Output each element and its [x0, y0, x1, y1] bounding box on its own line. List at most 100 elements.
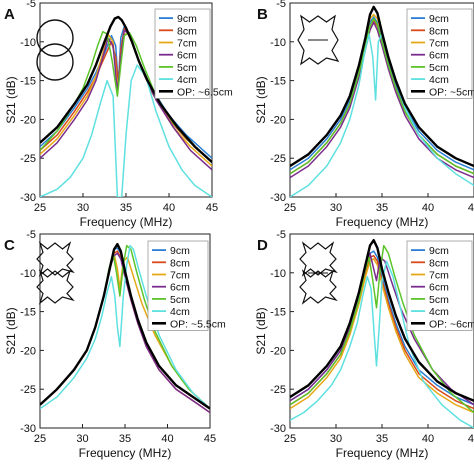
- series-line: [290, 239, 474, 402]
- legend-label: 8cm: [177, 25, 197, 37]
- legend-label: 5cm: [429, 62, 449, 74]
- series-line: [290, 5, 474, 168]
- panel-label: C: [4, 237, 15, 254]
- legend-label: OP: ~5.5cm: [170, 318, 226, 330]
- series-line: [290, 252, 474, 406]
- x-tick-label: 25: [34, 433, 46, 445]
- x-tick-label: 35: [120, 202, 132, 214]
- series-line: [40, 64, 212, 197]
- y-tick-label: -25: [20, 153, 36, 165]
- y-tick-label: -25: [20, 384, 36, 396]
- ring-icon: [36, 19, 74, 57]
- legend-label: 9cm: [429, 245, 449, 257]
- fractal-coil-icon: [299, 269, 338, 305]
- chart-panel-a: 25 30 35 40 45 -30 -25 -20 -15 -10 -5 Frequency (MH…: [4, 0, 233, 229]
- fractal-coil-icon: [36, 241, 75, 277]
- y-tick-label: -15: [20, 307, 36, 319]
- y-tick-label: -5: [276, 229, 286, 241]
- series-group: [290, 239, 474, 428]
- y-tick-label: -30: [270, 423, 286, 435]
- legend-label: 5cm: [170, 294, 190, 306]
- legend-label: OP: ~5cm: [429, 86, 474, 98]
- antenna-inset-icon: [297, 14, 340, 66]
- chart-panel-c: 25 30 35 40 45 -30 -25 -20 -15 -10 -5 Frequency (MH…: [4, 229, 226, 460]
- series-line: [290, 258, 474, 414]
- y-tick-label: -15: [270, 76, 286, 88]
- series-line: [40, 242, 210, 410]
- antenna-inset-icon: [299, 241, 338, 305]
- y-tick-label: -20: [270, 114, 286, 126]
- x-axis-label: Frequency (MHz): [79, 446, 172, 460]
- series-line: [290, 260, 474, 428]
- legend-label: 9cm: [170, 245, 190, 257]
- legend-label: 6cm: [429, 50, 449, 62]
- series-line: [290, 244, 474, 414]
- y-axis-label: S21 (dB): [254, 76, 268, 123]
- y-tick-label: -20: [20, 114, 36, 126]
- legend-label: 7cm: [429, 38, 449, 50]
- y-tick-label: -30: [270, 192, 286, 204]
- x-tick-label: 40: [422, 433, 434, 445]
- legend-label: 7cm: [170, 270, 190, 282]
- y-tick-label: -20: [20, 345, 36, 357]
- x-tick-label: 40: [161, 433, 173, 445]
- series-line: [40, 15, 212, 163]
- legend-box: [154, 8, 211, 99]
- y-tick-label: -5: [26, 0, 36, 10]
- legend-label: 4cm: [177, 74, 197, 86]
- legend-box: [406, 8, 473, 99]
- legend-box: [406, 240, 473, 331]
- legend-label: 6cm: [429, 282, 449, 294]
- panel-label: B: [257, 6, 268, 23]
- y-tick-label: -10: [20, 37, 36, 49]
- x-axis-label: Frequency (MHz): [336, 446, 429, 460]
- legend-label: 8cm: [429, 257, 449, 269]
- series-group: [290, 5, 474, 197]
- series-line: [290, 21, 474, 179]
- x-tick-label: 30: [77, 202, 89, 214]
- y-tick-label: -5: [276, 0, 286, 10]
- x-tick-label: 35: [376, 202, 388, 214]
- y-tick-label: -10: [20, 268, 36, 280]
- legend-label: 7cm: [429, 270, 449, 282]
- x-tick-label: 45: [206, 202, 218, 214]
- legend-label: 4cm: [429, 306, 449, 318]
- x-tick-label: 45: [468, 433, 474, 445]
- antenna-inset-icon: [36, 19, 74, 81]
- x-tick-label: 25: [284, 433, 296, 445]
- x-tick-label: 30: [76, 433, 88, 445]
- x-tick-label: 45: [204, 433, 216, 445]
- legend-label: 6cm: [170, 282, 190, 294]
- x-axis-label: Frequency (MHz): [80, 215, 173, 229]
- legend-label: 5cm: [177, 62, 197, 74]
- x-axis-label: Frequency (MHz): [336, 215, 429, 229]
- legend-label: 4cm: [170, 306, 190, 318]
- series-line: [290, 16, 474, 171]
- x-tick-label: 25: [34, 202, 46, 214]
- y-tick-label: -30: [20, 423, 36, 435]
- x-tick-label: 30: [330, 202, 342, 214]
- y-axis-label: S21 (dB): [4, 307, 18, 354]
- legend-label: 8cm: [170, 257, 190, 269]
- x-tick-label: 45: [468, 202, 474, 214]
- y-tick-label: -20: [270, 345, 286, 357]
- legend-label: OP: ~6.5cm: [177, 86, 233, 98]
- series-line: [290, 33, 474, 197]
- y-tick-label: -25: [270, 153, 286, 165]
- x-tick-label: 25: [284, 202, 296, 214]
- y-axis-label: S21 (dB): [254, 307, 268, 354]
- y-axis-label: S21 (dB): [4, 76, 18, 123]
- panel-label: D: [257, 237, 268, 254]
- legend-label: 9cm: [429, 13, 449, 25]
- y-tick-label: -25: [270, 384, 286, 396]
- legend-label: 6cm: [177, 50, 197, 62]
- legend-label: OP: ~6cm: [429, 318, 474, 330]
- x-tick-label: 40: [163, 202, 175, 214]
- chart-panel-d: 25 30 35 40 45 -30 -25 -20 -15 -10 -5 Frequency (MH…: [254, 229, 474, 460]
- panel-label: A: [4, 6, 15, 23]
- fractal-coil-icon: [36, 269, 75, 305]
